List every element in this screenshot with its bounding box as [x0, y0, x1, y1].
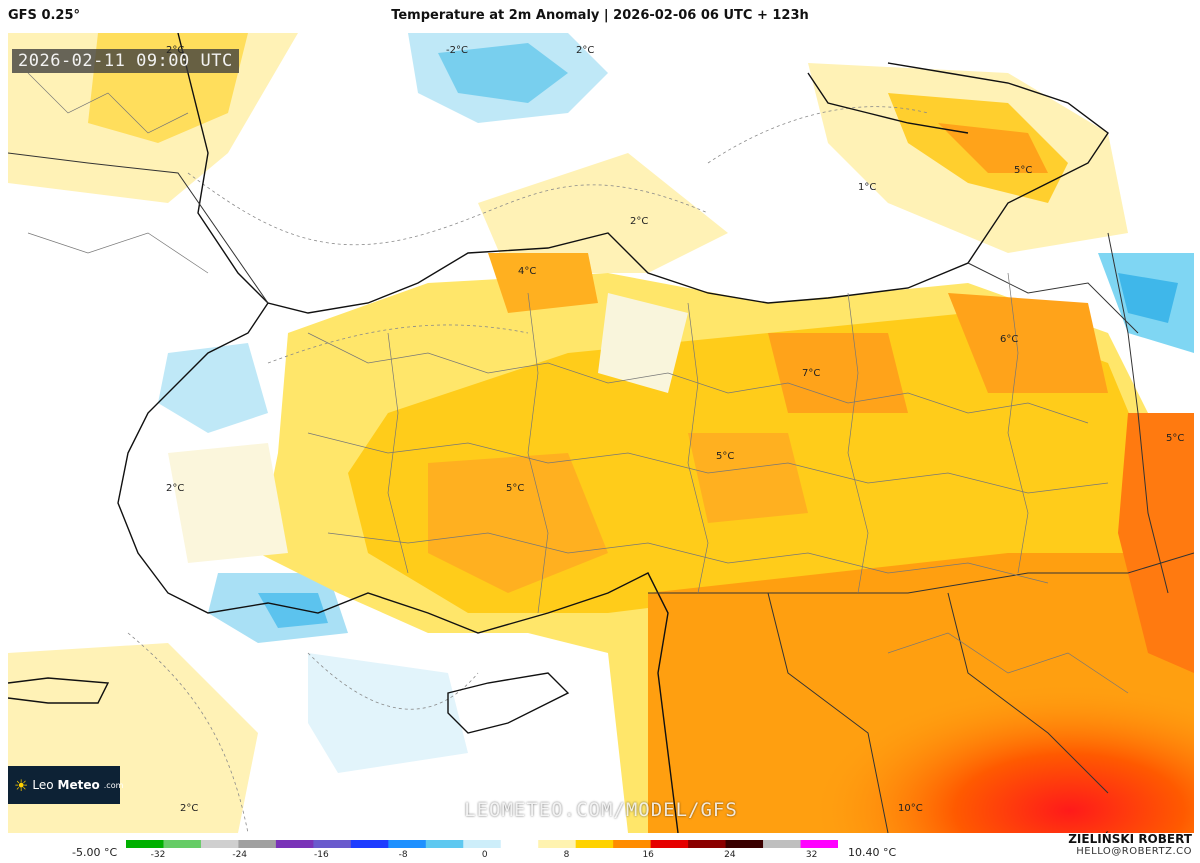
- anomaly-map: [8, 33, 1194, 833]
- colorbar-tick-label: 8: [563, 850, 570, 860]
- author-email: HELLO@ROBERTZ.CO: [1076, 846, 1192, 857]
- contour-label: 5°C: [1166, 433, 1185, 444]
- chart-title: Temperature at 2m Anomaly | 2026-02-06 0…: [391, 8, 809, 23]
- contour-label: 7°C: [802, 368, 821, 379]
- colorbar-segment: [800, 840, 838, 848]
- colorbar-segment: [350, 840, 389, 848]
- contour-label: 5°C: [1014, 165, 1033, 176]
- warm-anomaly-northeast-core: [768, 333, 908, 413]
- logo-suffix: .com: [103, 780, 124, 790]
- country-borders: [8, 152, 1194, 833]
- map-panel: 2026-02-11 09:00 UTC -2°C 2°C 2°C 2°C 1°…: [8, 33, 1194, 833]
- colorbar-segment: [575, 840, 614, 848]
- cyprus-outline: [447, 672, 570, 734]
- colorbar-tick-label: 24: [724, 850, 736, 860]
- cold-anomaly-aegean-core: [258, 593, 328, 628]
- watermark: LEOMETEO.COM/MODEL/GFS: [464, 799, 738, 821]
- sun-icon: ☀: [14, 775, 29, 795]
- warm-anomaly-samsun-core: [488, 253, 598, 313]
- contour-label: 5°C: [716, 451, 735, 462]
- header: GFS 0.25° Temperature at 2m Anomaly | 20…: [0, 0, 1200, 32]
- colorbar-tick-label: -16: [314, 850, 329, 860]
- valid-time-badge: 2026-02-11 09:00 UTC: [12, 49, 239, 73]
- contour-label: 5°C: [506, 483, 525, 494]
- warm-anomaly-east-core: [948, 293, 1108, 393]
- footer: -5.00 °C -32 -24 -16 -8 0 8 16 24 32 10.40 °C ZI…: [0, 832, 1200, 863]
- province-borders: [27, 72, 1129, 694]
- contour-label: 4°C: [518, 266, 537, 277]
- contour-label: 2°C: [166, 45, 185, 56]
- cold-anomaly-caucasus-core: [1118, 273, 1178, 323]
- contour-label: 2°C: [166, 483, 185, 494]
- colorbar-segment: [500, 840, 539, 848]
- colorbar-segment: [388, 840, 427, 848]
- neutral-pocket-north: [598, 293, 688, 393]
- warm-anomaly-mesopotamia: [628, 553, 1194, 833]
- colorbar-segment: [688, 840, 727, 848]
- cold-anomaly-med: [308, 653, 468, 773]
- colorbar-segment: [238, 840, 277, 848]
- contour-label: -2°C: [446, 45, 468, 56]
- colorbar-segment: [163, 840, 202, 848]
- author-name: ZIELIŃSKI ROBERT: [1068, 832, 1192, 846]
- colorbar-segment: [313, 840, 352, 848]
- author-block: ZIELIŃSKI ROBERT HELLO@ROBERTZ.CO: [1068, 832, 1192, 857]
- cold-anomaly-aegean-north: [158, 343, 268, 433]
- colorbar-segment: [126, 840, 164, 848]
- warm-anomaly-central-core: [428, 453, 608, 593]
- colorbar-min-label: -5.00 °C: [72, 846, 118, 859]
- contour-label: 2°C: [630, 216, 649, 227]
- colorbar-segment: [650, 840, 689, 848]
- contour-label: 2°C: [576, 45, 595, 56]
- contour-label: 6°C: [1000, 334, 1019, 345]
- crete-outline: [8, 677, 110, 704]
- warm-anomaly-crimea-core: [938, 123, 1048, 173]
- logo-brand: Meteo: [57, 778, 100, 792]
- colorbar-segment: [613, 840, 652, 848]
- colorbar-tick-label: -32: [150, 850, 166, 860]
- contour-label: 10°C: [898, 803, 923, 814]
- colorbar-tick-label: 32: [805, 850, 818, 860]
- colorbar-segment: [425, 840, 464, 848]
- colorbar-segment: [763, 840, 802, 848]
- leometeo-logo: ☀ Leo Meteo .com: [8, 766, 123, 804]
- colorbar-tick-label: 0: [481, 850, 488, 860]
- colorbar: [126, 840, 838, 848]
- contour-lines: [127, 106, 929, 833]
- warm-anomaly-blacksea-central: [478, 153, 728, 273]
- contour-label: 2°C: [180, 803, 199, 814]
- model-name: GFS 0.25°: [8, 8, 81, 23]
- colorbar-max-label: 10.40 °C: [848, 846, 897, 859]
- colorbar-segment: [463, 840, 502, 848]
- colorbar-tick-label: -24: [232, 850, 248, 860]
- colorbar-tick-label: 16: [642, 850, 654, 860]
- colorbar-segment: [538, 840, 577, 848]
- colorbar-segment: [725, 840, 764, 848]
- logo-prefix: Leo: [32, 778, 54, 792]
- colorbar-tick-label: -8: [398, 850, 408, 860]
- neutral-pocket-west: [168, 443, 288, 563]
- warm-anomaly-kayseri-core: [688, 433, 808, 523]
- colorbar-segment: [275, 840, 314, 848]
- colorbar-segment: [200, 840, 239, 848]
- cold-anomaly-core-nw: [438, 43, 568, 103]
- contour-label: 1°C: [858, 182, 877, 193]
